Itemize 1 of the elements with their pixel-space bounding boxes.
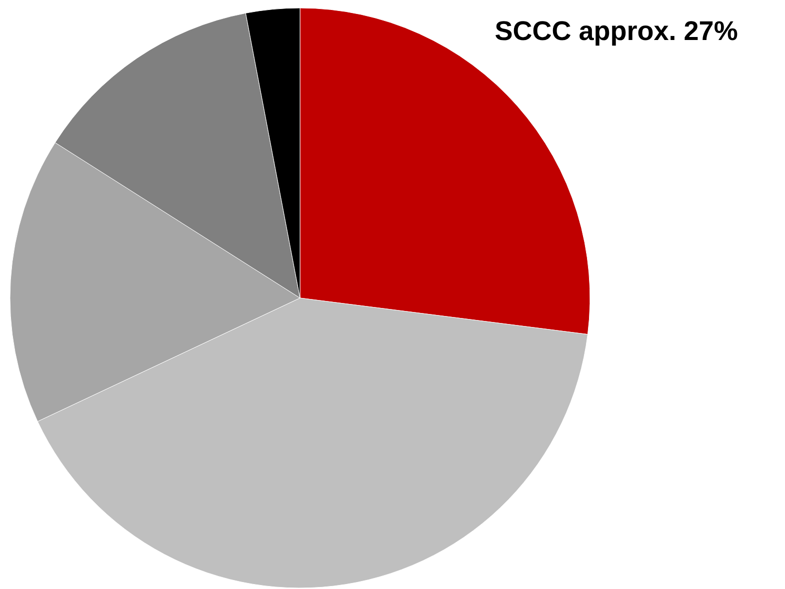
slice-label: SCCC approx. 27% [494, 16, 738, 46]
